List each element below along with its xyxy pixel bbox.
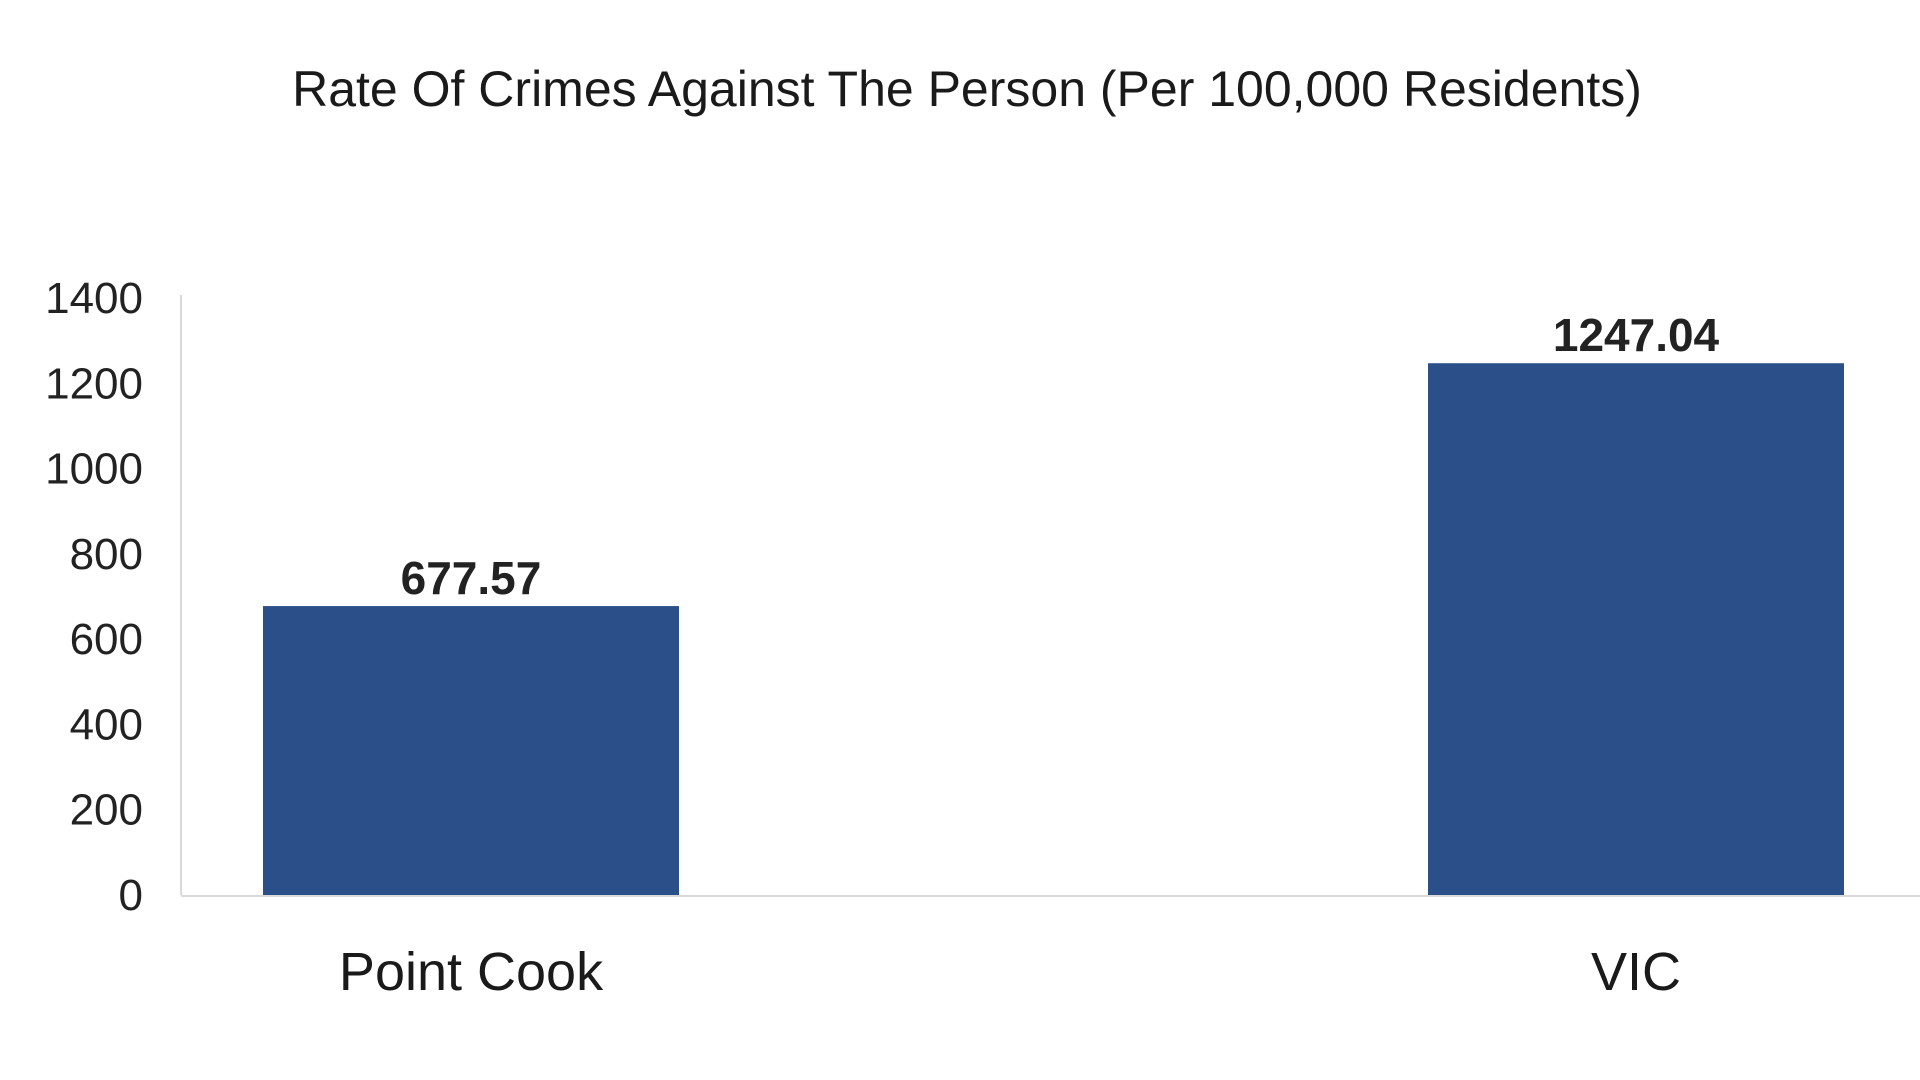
y-tick-label: 1400 — [45, 274, 143, 323]
y-tick-label: 400 — [70, 700, 143, 749]
category-label: Point Cook — [339, 942, 604, 1002]
y-tick-label: 0 — [119, 871, 143, 920]
y-tick-label: 1200 — [45, 359, 143, 408]
y-tick-label: 1000 — [45, 445, 143, 494]
y-tick-label: 200 — [70, 786, 143, 835]
data-label: 1247.04 — [1553, 309, 1720, 361]
y-tick-label: 800 — [70, 530, 143, 579]
chart-title: Rate Of Crimes Against The Person (Per 1… — [292, 61, 1642, 117]
bar-vic — [1428, 363, 1844, 895]
category-label: VIC — [1591, 942, 1681, 1002]
y-tick-label: 600 — [70, 615, 143, 664]
data-label: 677.57 — [401, 552, 542, 604]
bar-point-cook — [263, 606, 679, 895]
